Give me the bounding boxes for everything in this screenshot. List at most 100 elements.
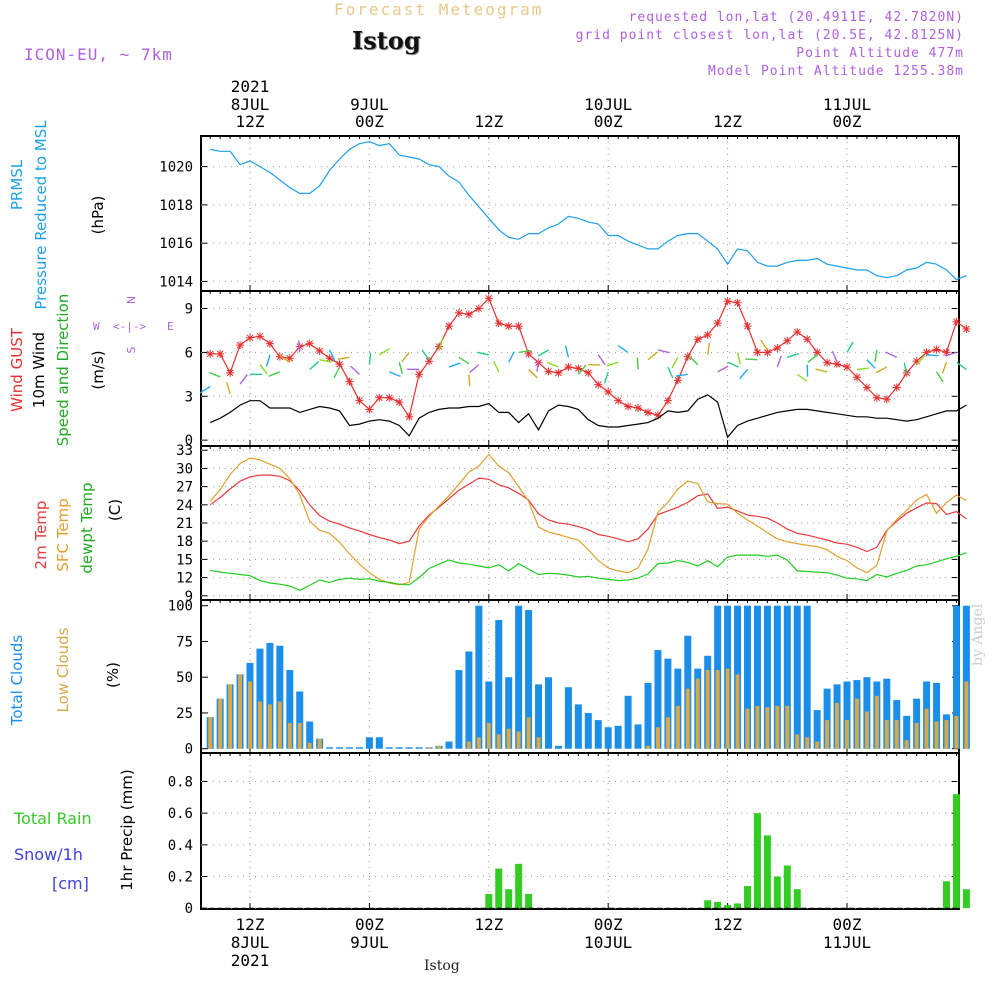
gust-marker [494,319,503,328]
wind-arrow [337,356,350,361]
low-cloud-bar [248,681,252,749]
wind-arrow [239,374,248,385]
gust-marker [783,336,792,345]
gust-marker [803,335,812,344]
rain-bar [714,901,722,909]
wind-arrow [856,367,869,371]
low-cloud-bar [655,727,660,749]
wind-arrow [657,349,670,354]
wind-arrow [328,349,336,362]
gust-marker [852,373,861,382]
y-tick-label: 9 [185,302,193,318]
wind-arrow [226,382,231,395]
gust-marker [216,349,225,358]
gust-marker [813,348,822,357]
total-cloud-bar [574,704,582,749]
gust-marker [763,348,772,357]
gust-marker [663,396,672,405]
wind-unit: (m/s) [89,350,107,389]
total-cloud-bar [525,610,533,749]
total-cloud-bar [614,725,622,749]
top-hour-label: 12Z [236,112,265,131]
total-cloud-bar [594,720,602,749]
total-cloud-bar [515,605,523,749]
low-cloud-bar [944,720,949,749]
top-date-label: 9JUL [350,95,389,114]
total-cloud-bar [644,682,652,749]
total-cloud-bar [535,684,543,749]
y-tick-label: 3 [185,389,193,405]
low-cloud-bar [805,737,810,749]
wind-arrow [389,371,401,378]
y-tick-label: 21 [176,516,193,532]
gust-marker [454,308,463,317]
total-cloud-bar [485,681,493,749]
footer-station: Istog [424,958,460,974]
gust-marker [833,360,842,369]
low-cloud-bar [506,728,511,749]
gust-marker [912,357,921,366]
compass-w: W [93,320,100,333]
y-tick-label: 100 [168,599,193,615]
y-tick-label: 33 [176,443,193,459]
total-cloud-bar [584,712,592,749]
y-tick-label: 0 [185,433,193,449]
total-cloud-bar [336,747,344,749]
low-cloud-bar [675,705,680,749]
bottom-date-label: 9JUL [350,933,389,952]
low-cloud-bar [735,674,740,749]
total-cloud-bar [266,642,274,749]
gust-marker [425,357,434,366]
gust-marker [862,383,871,392]
total-cloud-bar [634,724,642,749]
low-cloud-bar [835,702,840,749]
y-tick-label: 0 [185,742,193,758]
wind-arrow [448,362,461,368]
wind-arrow [831,350,838,363]
y-tick-label: 24 [176,498,193,514]
low-cloud-bar [725,668,730,749]
low-cloud-bar [795,734,800,749]
temp2m-label: 2m Temp [32,501,50,570]
low-cloud-bar [934,721,939,749]
wind-arrow [671,356,679,369]
wind-arrow [815,368,828,373]
compass-n: N [125,296,138,304]
gust-marker [932,345,941,354]
wind-arrow [875,366,888,374]
wind-arrow [727,361,739,368]
gust-marker [922,348,931,357]
wind-arrow [787,352,799,358]
compass-we: <-|-> [113,320,146,333]
gust-marker [793,327,802,336]
wind-arrow [547,361,559,368]
wind-arrow [333,366,341,379]
station-name: Istog [352,26,421,55]
total-cloud-bar [545,677,552,749]
wind-arrow [476,351,489,356]
total-cloud-bar [933,682,941,749]
total-cloud-bar [445,741,453,749]
wind-arrow [279,355,291,363]
wind-arrow [717,365,729,373]
gust-marker [962,325,971,334]
y-tick-label: 0.8 [168,775,193,791]
low-cloud-bar [695,678,700,749]
compass-s: S [125,346,138,353]
gust-marker [882,395,891,404]
point-altitude: Point Altitude 477m [796,46,964,61]
rain-bar [753,813,761,909]
gust-marker [872,393,881,402]
bottom-hour-label: 00Z [355,915,384,934]
pressure-label-short: PRMSL [8,159,26,210]
low-cloud-bar [845,720,849,749]
y-tick-label: 50 [176,670,193,686]
total-cloud-bar [365,737,373,749]
y-tick-label: 15 [176,552,193,568]
wind-arrow [944,351,957,357]
dewpt-label: dewpt Temp [78,482,96,573]
wind-arrow [736,352,741,365]
grid-point-location: grid point closest lon,lat (20.5E, 42.81… [575,28,964,43]
